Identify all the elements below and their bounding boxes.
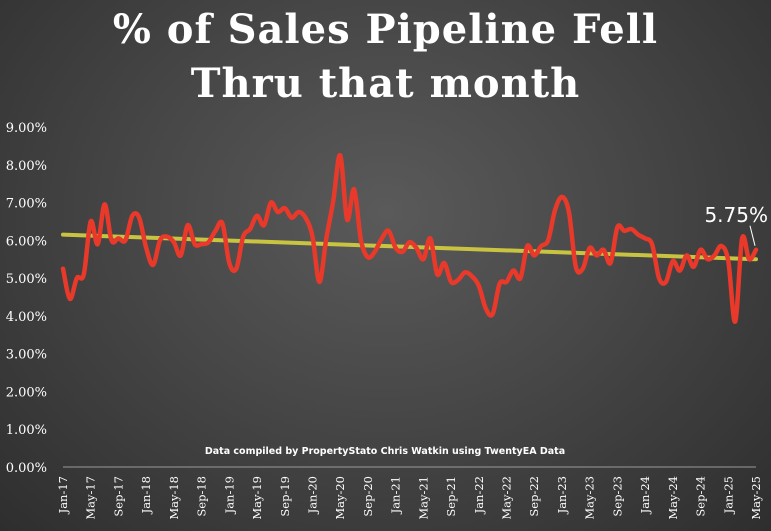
y-tick-label: 4.00% <box>6 310 47 325</box>
y-tick-label: 1.00% <box>6 423 47 438</box>
x-tick-label: Jan-23 <box>555 476 569 514</box>
x-tick-label: May-25 <box>749 476 763 520</box>
x-tick-label: Jan-25 <box>721 476 735 514</box>
y-tick-label: 0.00% <box>6 461 47 476</box>
y-tick-label: 2.00% <box>6 385 47 400</box>
x-tick-label: Sep-18 <box>195 476 209 517</box>
source-annotation: Data compiled by PropertyStato Chris Wat… <box>205 446 565 457</box>
x-tick-label: May-20 <box>333 476 347 520</box>
x-tick-label: May-23 <box>583 476 597 520</box>
x-tick-label: Sep-22 <box>527 476 541 517</box>
x-tick-label: Jan-21 <box>389 476 403 514</box>
x-tick-label: May-24 <box>666 476 680 520</box>
chart-title-line-1: % of Sales Pipeline Fell <box>112 6 659 53</box>
last-value-leader <box>749 225 756 246</box>
x-tick-label: May-17 <box>84 476 98 520</box>
chart-title-line-2: Thru that month <box>190 60 581 107</box>
trendline <box>61 232 758 262</box>
y-tick-label: 9.00% <box>6 121 47 136</box>
x-tick-label: Jan-19 <box>222 476 236 514</box>
x-tick-label: May-22 <box>500 476 514 520</box>
x-tick-label: Sep-20 <box>361 476 375 517</box>
x-tick-label: Sep-19 <box>278 476 292 517</box>
x-tick-label: Jan-24 <box>638 476 652 514</box>
y-tick-label: 8.00% <box>6 159 47 174</box>
x-tick-label: Jan-20 <box>305 476 319 514</box>
x-tick-label: Sep-21 <box>444 476 458 517</box>
x-tick-label: May-21 <box>416 476 430 520</box>
y-tick-label: 3.00% <box>6 348 47 363</box>
y-tick-label: 7.00% <box>6 197 47 212</box>
x-axis-labels: Jan-17 May-17 Sep-17 Jan-18 May-18 Sep-18 Jan-… <box>56 476 763 520</box>
x-tick-label: Jan-18 <box>139 476 153 514</box>
series-line <box>60 153 759 324</box>
y-tick-label: 6.00% <box>6 234 47 249</box>
series-layer: 5.75% <box>60 153 768 324</box>
x-tick-label: Jan-22 <box>472 476 486 514</box>
x-tick-label: May-18 <box>167 476 181 520</box>
y-axis-labels: 0.00% 1.00% 2.00% 3.00% 4.00% 5.00% 6.00% 7.00%… <box>6 121 47 476</box>
x-tick-label: May-19 <box>250 476 264 520</box>
last-value-label: 5.75% <box>704 203 768 227</box>
x-tick-label: Sep-23 <box>610 476 624 517</box>
x-tick-label: Sep-17 <box>111 476 125 517</box>
x-tick-label: Sep-24 <box>694 476 708 517</box>
y-tick-label: 5.00% <box>6 272 47 287</box>
x-tick-label: Jan-17 <box>56 476 70 514</box>
